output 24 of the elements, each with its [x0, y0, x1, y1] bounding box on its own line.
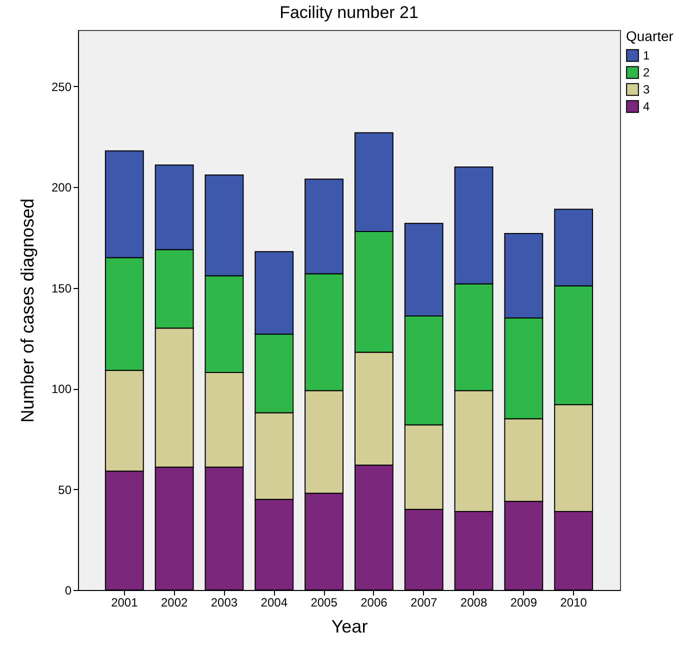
x-tick-label: 2004	[260, 596, 288, 610]
y-tick-label: 50	[58, 482, 72, 497]
legend-label: 3	[643, 82, 650, 96]
x-tick-label: 2008	[460, 596, 488, 610]
y-axis-title: Number of cases diagnosed	[17, 198, 38, 423]
x-tick-label: 2009	[510, 596, 538, 610]
legend-label: 2	[643, 66, 650, 80]
y-tick-label: 250	[51, 80, 72, 94]
x-tick-label: 2010	[560, 596, 588, 610]
chart-title: Facility number 21	[280, 3, 418, 22]
legend-label: 4	[643, 100, 650, 114]
y-tick-label: 200	[51, 180, 72, 195]
legend-label: 1	[643, 48, 650, 62]
x-tick-label: 2005	[310, 596, 338, 610]
y-tick-label: 0	[64, 584, 72, 598]
x-tick-label: 2007	[410, 596, 438, 610]
x-axis-title: Year	[331, 616, 368, 636]
x-tick-label: 2003	[210, 596, 238, 610]
x-tick-label: 2002	[160, 596, 188, 610]
x-tick-label: 2001	[111, 596, 138, 610]
x-tick-label: 2006	[360, 596, 388, 610]
legend-title: Quarter	[626, 28, 674, 44]
y-tick-label: 100	[51, 382, 72, 396]
y-tick-label: 150	[51, 281, 72, 296]
